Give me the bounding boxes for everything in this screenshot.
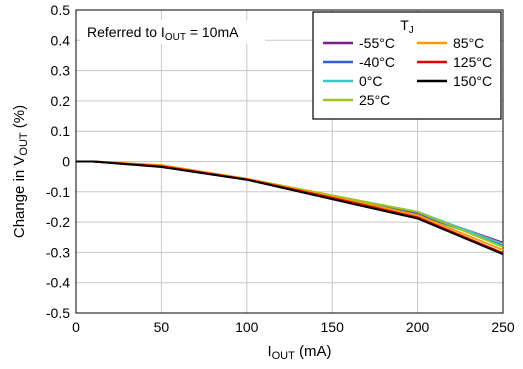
legend-label: 85°C [453, 35, 484, 51]
series-line [76, 160, 504, 256]
legend-title: TJ [400, 17, 414, 36]
series-line [76, 160, 504, 246]
x-axis-title: IOUT (mA) [267, 343, 331, 362]
y-tick-label: 0 [62, 154, 70, 170]
y-tick-label: 0.5 [51, 2, 71, 18]
y-axis-title: Change in VOUT (%) [11, 105, 30, 238]
legend-item: -40°C [323, 54, 395, 70]
series-line [76, 160, 504, 245]
y-axis-ticks: 0.5 0.4 0.3 0.2 0.1 0 -0.1 -0.2 -0.3 -0.4 -0.5 [46, 2, 70, 321]
legend-label: -40°C [359, 54, 395, 70]
legend-label: -55°C [359, 35, 395, 51]
x-axis-ticks: 0 50 100 150 200 250 [72, 319, 515, 335]
x-tick-label: 0 [72, 319, 80, 335]
annotation-box: Referred to IOUT = 10mA [80, 20, 265, 44]
legend-item: 0°C [323, 73, 383, 89]
legend-item: 150°C [417, 73, 492, 89]
legend-label: 0°C [359, 73, 383, 89]
y-tick-label: -0.4 [46, 275, 70, 291]
legend: TJ -55°C -40°C 0°C 25°C 85°C 125°C 150°C [312, 11, 502, 120]
series-line [76, 160, 504, 251]
y-tick-label: -0.1 [46, 184, 70, 200]
legend-label: 150°C [453, 73, 492, 89]
legend-items: -55°C -40°C 0°C 25°C 85°C 125°C 150°C [323, 35, 492, 108]
y-tick-label: -0.2 [46, 214, 70, 230]
x-tick-label: 200 [406, 319, 430, 335]
y-tick-label: 0.2 [51, 93, 71, 109]
legend-item: -55°C [323, 35, 395, 51]
legend-item: 125°C [417, 54, 492, 70]
legend-item: 25°C [323, 92, 390, 108]
annotation-text: Referred to IOUT = 10mA [87, 24, 239, 43]
series-line [76, 160, 504, 244]
y-tick-label: 0.4 [51, 32, 71, 48]
grid-lines [76, 10, 503, 313]
legend-label: 25°C [359, 92, 390, 108]
series-line [76, 160, 504, 248]
legend-label: 125°C [453, 54, 492, 70]
legend-item: 85°C [417, 35, 484, 51]
x-tick-label: 50 [154, 319, 170, 335]
series-lines [76, 160, 504, 256]
y-tick-label: -0.5 [46, 305, 70, 321]
x-tick-label: 150 [321, 319, 345, 335]
y-tick-label: 0.1 [51, 123, 71, 139]
x-tick-label: 250 [491, 319, 515, 335]
x-tick-label: 100 [235, 319, 259, 335]
series-line [76, 160, 504, 254]
y-tick-label: 0.3 [51, 63, 71, 79]
y-tick-label: -0.3 [46, 244, 70, 260]
